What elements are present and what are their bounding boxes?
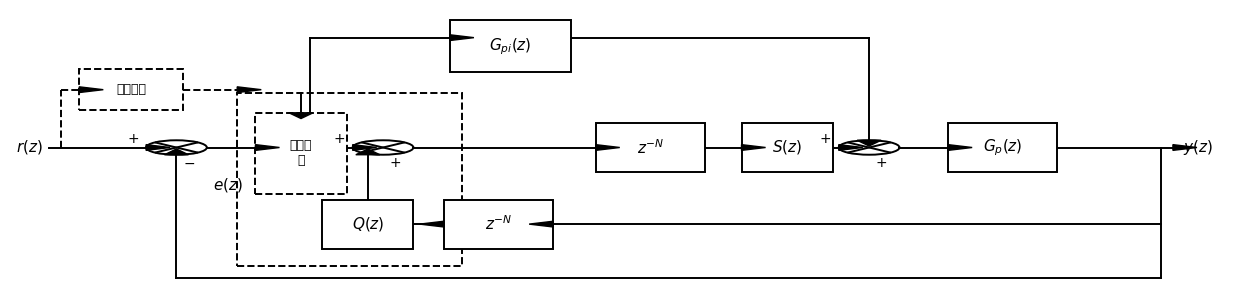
Polygon shape — [529, 221, 553, 227]
Polygon shape — [237, 87, 262, 93]
Polygon shape — [595, 145, 620, 150]
Bar — [949, 123, 1058, 172]
Polygon shape — [352, 145, 377, 150]
Bar — [742, 123, 832, 172]
Text: $z^{-N}$: $z^{-N}$ — [636, 138, 665, 157]
Text: $z^{-N}$: $z^{-N}$ — [485, 215, 512, 233]
Text: $Q(z)$: $Q(z)$ — [352, 215, 384, 233]
Text: $+$: $+$ — [334, 132, 346, 146]
Polygon shape — [949, 145, 972, 150]
Polygon shape — [419, 221, 444, 227]
Text: $+$: $+$ — [820, 132, 832, 146]
Polygon shape — [450, 35, 474, 40]
Text: $+$: $+$ — [389, 156, 402, 170]
Bar — [595, 123, 706, 172]
Polygon shape — [289, 113, 312, 119]
Polygon shape — [356, 149, 379, 155]
Text: 响应检测: 响应检测 — [115, 83, 146, 96]
Text: $G_p(z)$: $G_p(z)$ — [983, 137, 1023, 158]
Text: $r(z)$: $r(z)$ — [16, 138, 42, 157]
Text: $G_{pi}(z)$: $G_{pi}(z)$ — [490, 36, 532, 57]
Polygon shape — [79, 87, 103, 93]
Polygon shape — [838, 145, 863, 150]
Text: $e(z)$: $e(z)$ — [213, 176, 243, 194]
Polygon shape — [742, 145, 765, 150]
Polygon shape — [1173, 145, 1197, 150]
Polygon shape — [146, 145, 170, 150]
Polygon shape — [857, 140, 882, 146]
Polygon shape — [165, 149, 188, 155]
Text: $+$: $+$ — [875, 156, 888, 170]
Bar — [450, 20, 572, 72]
Bar — [255, 113, 346, 194]
Text: 通道选
择: 通道选 择 — [290, 139, 312, 167]
Bar — [237, 93, 463, 266]
Bar — [322, 199, 413, 249]
Polygon shape — [255, 145, 279, 150]
Bar — [79, 69, 182, 110]
Bar — [444, 199, 553, 249]
Text: $-$: $-$ — [182, 156, 195, 170]
Text: $+$: $+$ — [126, 132, 139, 146]
Text: $S(z)$: $S(z)$ — [773, 138, 802, 157]
Text: $y(z)$: $y(z)$ — [1183, 138, 1213, 157]
